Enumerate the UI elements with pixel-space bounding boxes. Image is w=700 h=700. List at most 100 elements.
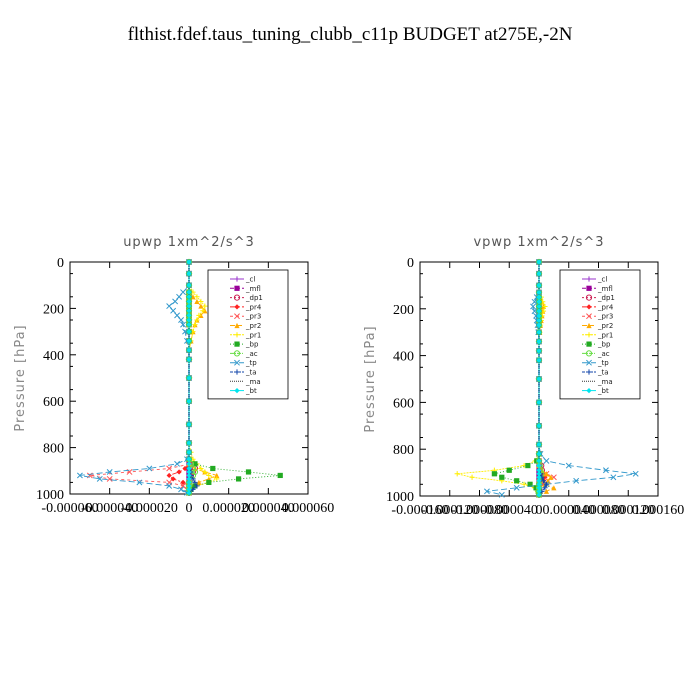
legend-label: _mfl <box>597 285 613 293</box>
x-tick-label: -0.000120 <box>421 503 478 518</box>
series-point <box>536 308 542 314</box>
series-point <box>182 465 188 472</box>
series-point <box>186 259 192 265</box>
y-tick-label: 200 <box>393 303 414 318</box>
x-tick-label: 0.000060 <box>282 501 335 516</box>
series-point <box>186 312 192 318</box>
series-bt <box>536 259 542 498</box>
series-point <box>573 477 580 484</box>
legend-label: _ta <box>245 369 257 377</box>
series-point <box>186 465 192 472</box>
series-point <box>206 479 212 485</box>
series-point <box>200 308 206 314</box>
series-point <box>543 481 550 487</box>
legend-marker <box>586 359 592 366</box>
legend-marker <box>586 388 592 394</box>
legend-marker <box>233 294 241 301</box>
series-point <box>499 474 505 480</box>
series-point <box>194 317 200 323</box>
series-line <box>457 262 546 495</box>
series-point <box>235 476 242 482</box>
series-point <box>202 303 208 309</box>
legend: _cl_mfl_dp1_pr4_pr3_pr2_pr1_bp_ac_tp_ta_… <box>207 269 289 400</box>
series-point <box>536 492 542 498</box>
series-point <box>536 441 542 448</box>
legend-marker <box>234 285 240 291</box>
series-point <box>491 471 497 477</box>
legend-marker <box>585 294 593 301</box>
series-point <box>536 294 542 300</box>
legend-label: _ma <box>245 378 261 386</box>
series-point <box>206 472 212 479</box>
legend-label: _ma <box>597 378 613 386</box>
series-point <box>602 467 609 474</box>
series-point <box>186 322 192 328</box>
series-point <box>536 478 542 484</box>
x-tick-label: 0 <box>186 501 193 516</box>
y-tick-label: 600 <box>393 396 414 411</box>
series-point <box>106 469 113 475</box>
series-point <box>536 451 542 457</box>
y-tick-label: 1000 <box>386 490 414 505</box>
series-point <box>530 303 537 310</box>
series-point <box>146 465 153 472</box>
series-point <box>194 483 200 489</box>
legend-label: _bt <box>597 387 609 395</box>
series-point <box>536 458 542 464</box>
series-point <box>527 481 533 487</box>
y-axis-label: Pressure [hPa] <box>363 325 378 432</box>
series-point <box>96 475 103 482</box>
series-point <box>186 347 192 353</box>
series-point <box>186 476 192 482</box>
series-point <box>178 486 185 493</box>
series-point <box>106 475 113 482</box>
legend-marker <box>586 322 592 329</box>
legend-label: _pr1 <box>597 331 613 339</box>
series-point <box>186 308 192 314</box>
x-tick-label: -0.000040 <box>81 501 138 516</box>
series-point <box>506 467 512 473</box>
series-point <box>176 469 182 475</box>
series-point <box>186 486 192 492</box>
series-point <box>186 289 192 295</box>
series-point <box>192 461 198 467</box>
legend-marker <box>586 313 592 320</box>
legend-label: _cl <box>245 276 255 284</box>
series-point <box>536 317 542 324</box>
series-point <box>610 474 617 481</box>
panel-title: vpwp 1xm^2/s^3 <box>473 235 604 250</box>
series-point <box>186 469 192 475</box>
series-point <box>214 472 220 479</box>
series-point <box>521 481 527 487</box>
series-point <box>192 479 198 485</box>
series-point <box>540 478 547 484</box>
legend-marker <box>234 332 240 338</box>
legend-marker <box>234 313 240 320</box>
series-point <box>245 469 252 475</box>
series-point <box>536 423 542 429</box>
figure-title: flthist.fdef.taus_tuning_clubb_c11p BUDG… <box>128 24 573 45</box>
series-point <box>536 474 542 480</box>
series-point <box>186 338 192 344</box>
legend-label: _bp <box>597 341 611 349</box>
series-point <box>632 470 639 477</box>
series-point <box>182 328 188 335</box>
series-point <box>536 299 542 305</box>
series-point <box>531 298 538 305</box>
series-point <box>166 482 173 489</box>
legend-label: _pr4 <box>597 303 614 311</box>
series-pr1 <box>454 259 548 498</box>
series-point <box>525 462 531 469</box>
x-tick-label: 0.000020 <box>202 501 255 516</box>
series-point <box>186 449 192 455</box>
series-point <box>186 282 192 288</box>
legend-label: _ac <box>245 350 258 358</box>
series-point <box>186 271 192 277</box>
series-point <box>542 485 548 491</box>
y-tick-label: 800 <box>393 443 414 458</box>
series-point <box>180 321 187 328</box>
series-point <box>536 485 542 491</box>
x-tick-label: 0.000160 <box>632 503 685 518</box>
series-point <box>542 474 548 480</box>
